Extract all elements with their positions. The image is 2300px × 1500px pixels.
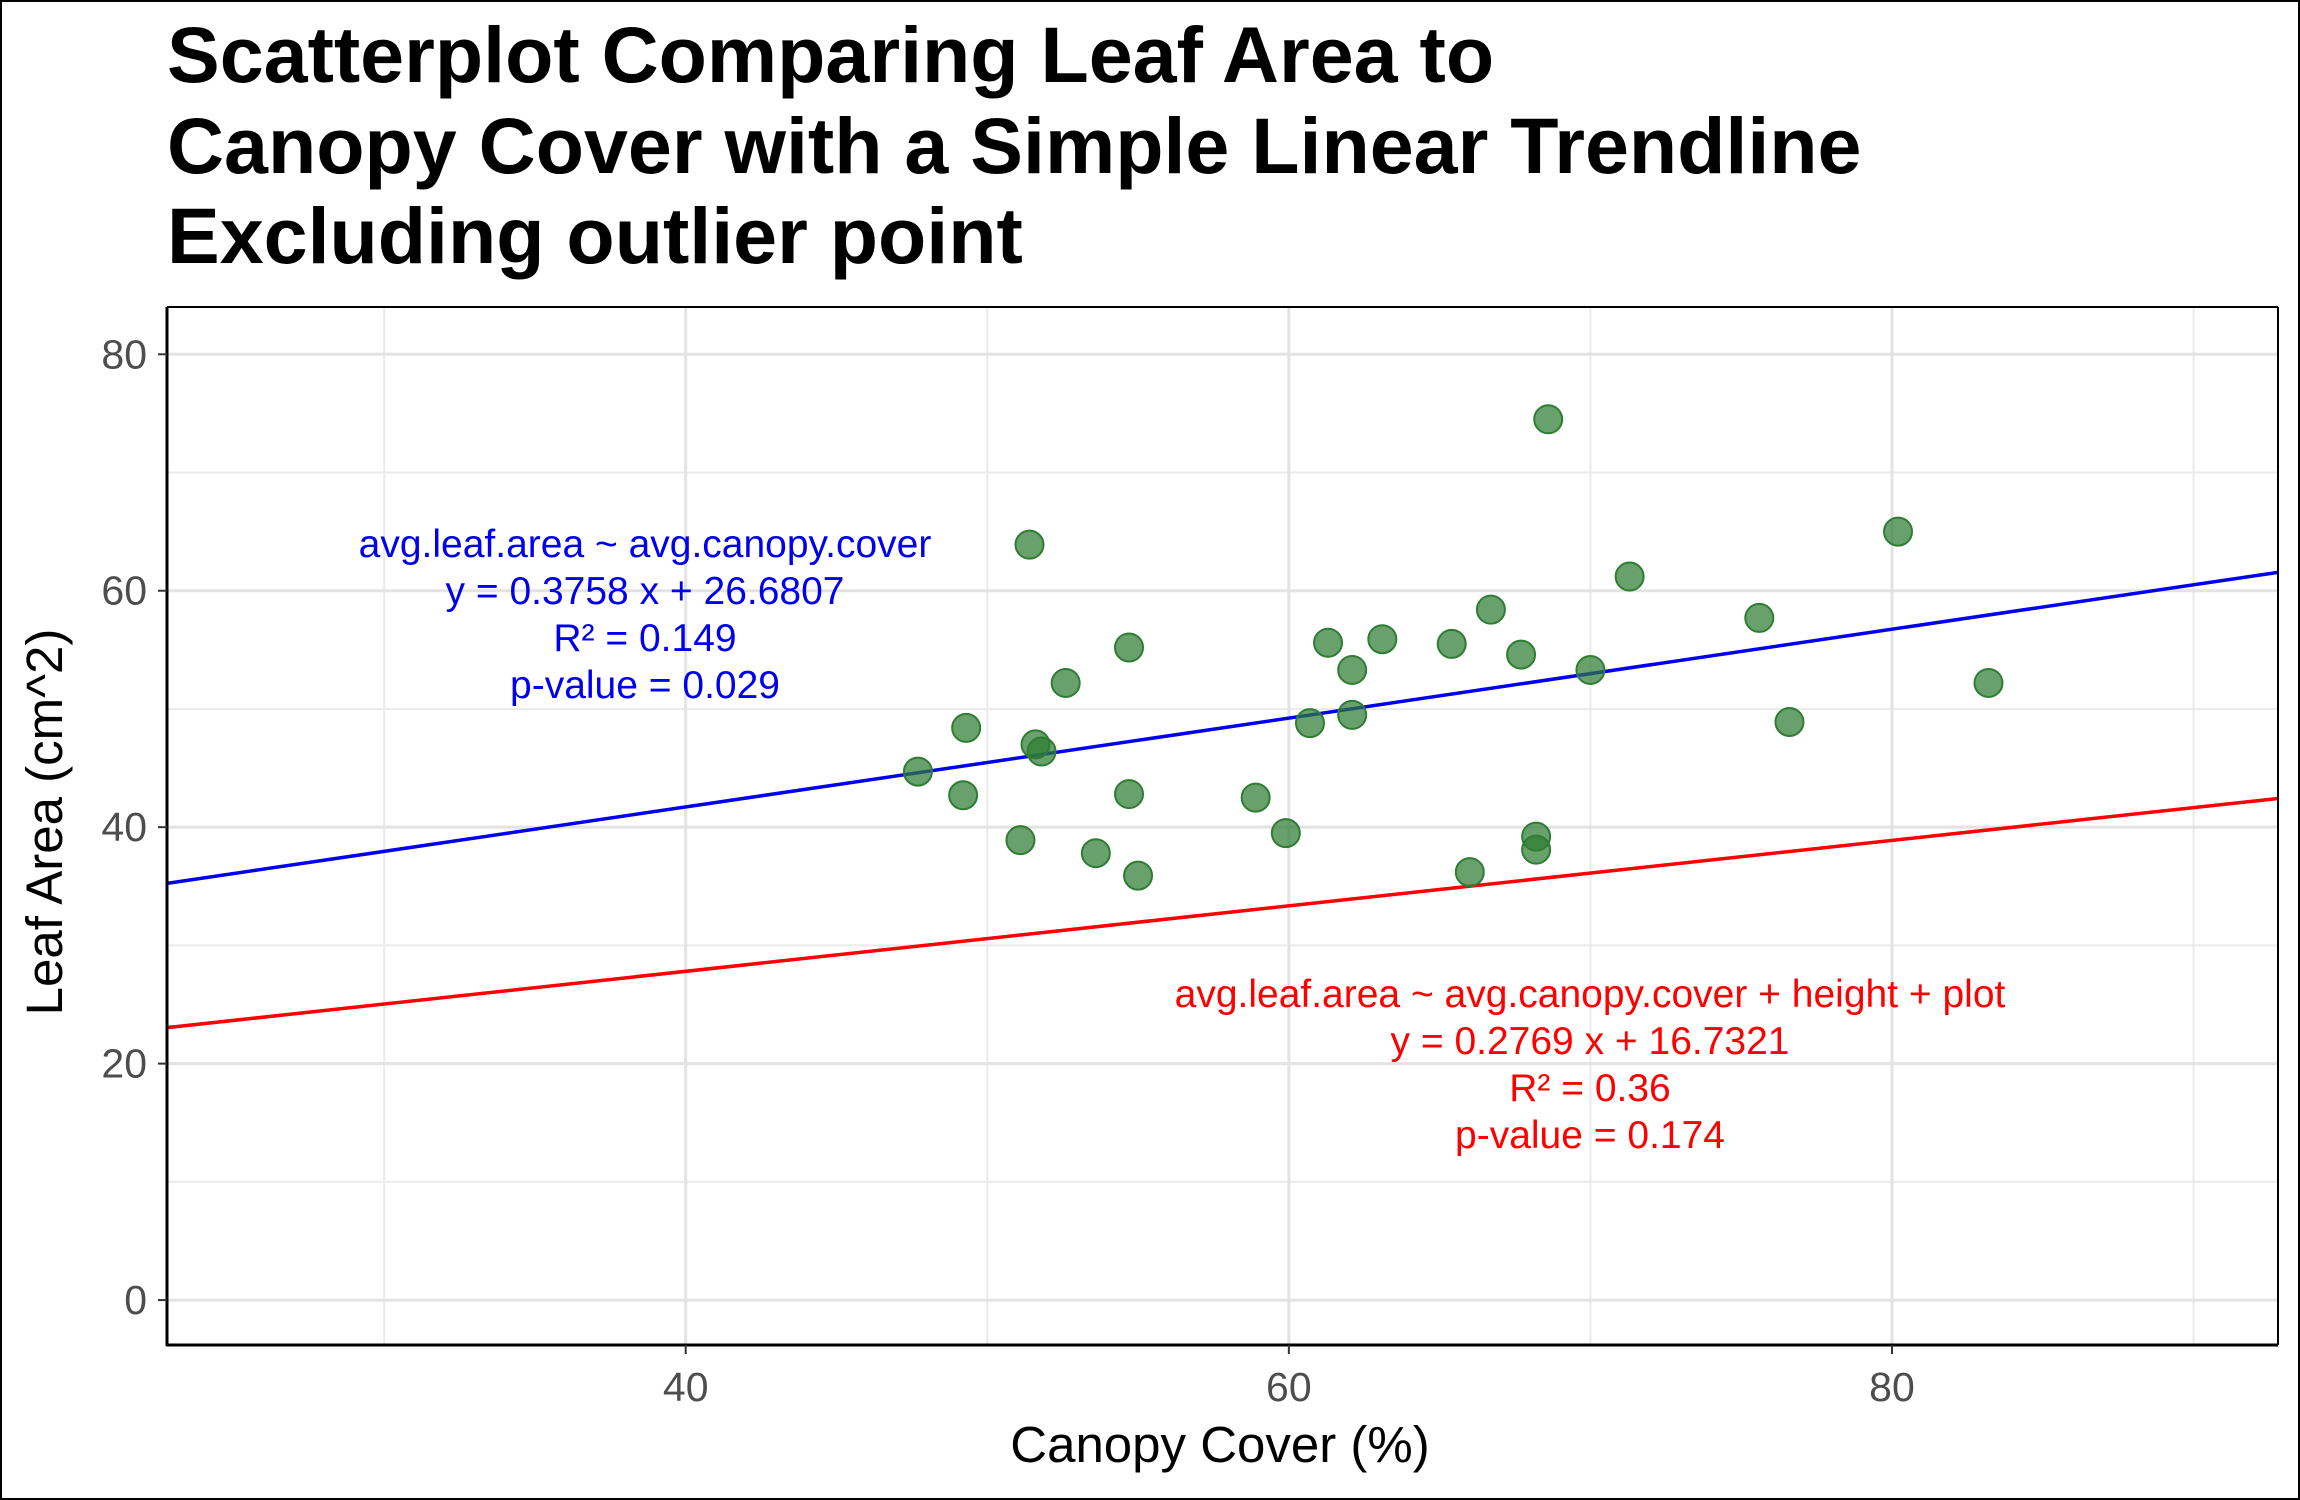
x-tick-label: 60 (1266, 1364, 1312, 1410)
annotation-multiple-model: avg.leaf.area ~ avg.canopy.cover + heigh… (1175, 973, 2006, 1157)
data-point (1337, 699, 1368, 730)
data-point (1436, 628, 1467, 659)
title-line-2: Canopy Cover with a Simple Linear Trendl… (167, 101, 1862, 190)
data-points (902, 404, 2004, 891)
data-point (1026, 736, 1057, 767)
annotation-multiple-formula: avg.leaf.area ~ avg.canopy.cover + heigh… (1175, 973, 2006, 1016)
data-point (1240, 782, 1271, 813)
annotation-simple-pvalue: p-value = 0.029 (510, 664, 780, 707)
annotation-simple-r2: R² = 0.149 (553, 617, 736, 660)
data-point (1475, 594, 1506, 625)
data-point (1114, 779, 1145, 810)
x-tick-label: 80 (1869, 1364, 1915, 1410)
annotation-multiple-r2: R² = 0.36 (1509, 1067, 1671, 1110)
trendlines (166, 570, 2279, 1030)
data-point (1454, 857, 1485, 888)
data-point (1050, 667, 1081, 698)
title-line-1: Scatterplot Comparing Leaf Area to (167, 10, 1494, 99)
data-point (1774, 706, 1805, 737)
data-point (1114, 632, 1145, 663)
trendline-simple (166, 570, 2279, 886)
data-point (1294, 708, 1325, 739)
y-axis-title: Leaf Area (cm^2) (16, 629, 73, 1016)
minor-gridlines (167, 307, 2278, 1345)
major-gridlines (167, 307, 2278, 1345)
trendline-multiple (166, 796, 2279, 1030)
y-tick-label: 20 (101, 1041, 147, 1087)
annotation-multiple-pvalue: p-value = 0.174 (1455, 1114, 1725, 1157)
y-tick-label: 0 (124, 1277, 147, 1323)
data-point (1270, 818, 1301, 849)
data-point (1123, 860, 1154, 891)
data-point (1313, 627, 1344, 658)
annotation-multiple-equation: y = 0.2769 x + 16.7321 (1391, 1020, 1790, 1063)
data-point (1614, 561, 1645, 592)
chart-title: Scatterplot Comparing Leaf Area to Canop… (167, 10, 1862, 280)
data-point (1973, 667, 2004, 698)
y-axis-ticks: 0 20 40 60 80 (101, 331, 167, 1323)
y-tick-label: 40 (101, 804, 147, 850)
data-point (902, 756, 933, 787)
x-axis-title: Canopy Cover (%) (1010, 1416, 1429, 1473)
data-point (1521, 834, 1552, 865)
y-tick-label: 60 (101, 568, 147, 614)
data-point (1533, 404, 1564, 435)
data-point (1744, 602, 1775, 633)
data-point (951, 712, 982, 743)
y-tick-label: 80 (101, 331, 147, 377)
data-point (948, 780, 979, 811)
data-point (1575, 654, 1606, 685)
data-point (1883, 516, 1914, 547)
data-point (1337, 654, 1368, 685)
x-axis-ticks: 40 60 80 (663, 1345, 1915, 1410)
annotation-simple-equation: y = 0.3758 x + 26.6807 (446, 570, 845, 613)
data-point (1506, 639, 1537, 670)
annotation-simple-formula: avg.leaf.area ~ avg.canopy.cover (359, 523, 932, 566)
data-point (1005, 825, 1036, 856)
x-tick-label: 40 (663, 1364, 709, 1410)
data-point (1367, 624, 1398, 655)
data-point (1014, 529, 1045, 560)
data-point (1080, 838, 1111, 869)
title-line-3: Excluding outlier point (167, 191, 1023, 280)
annotation-simple-model: avg.leaf.area ~ avg.canopy.cover y = 0.3… (359, 523, 932, 707)
